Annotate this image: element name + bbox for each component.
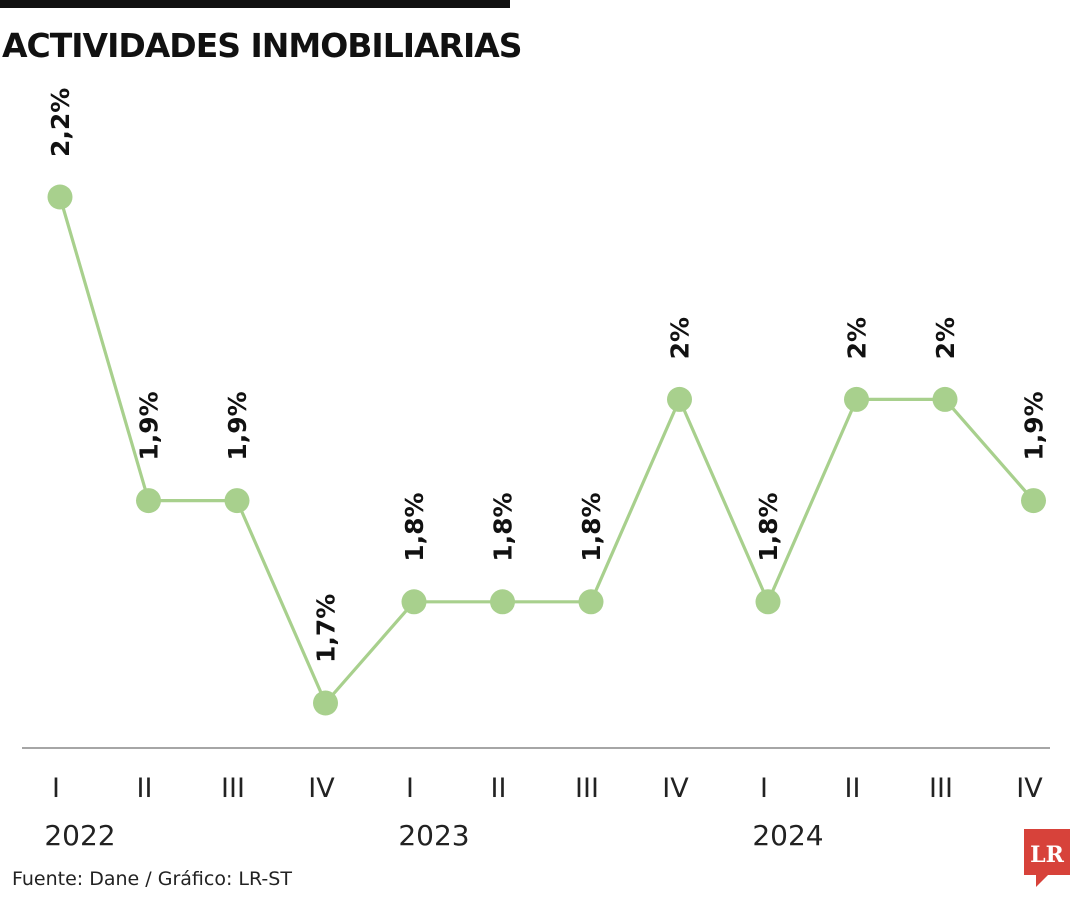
line-chart: 2,2% 1,9% 1,9% 1,7% 1,8% 1,8% 1,8% 2% 1,8% 2% 2% 1,… <box>22 88 1050 852</box>
data-point <box>1021 488 1046 514</box>
data-point <box>755 589 781 615</box>
x-tick-label: III <box>575 773 599 804</box>
data-point <box>844 386 869 412</box>
year-label: 2023 <box>398 819 469 852</box>
svg-text:LR: LR <box>1030 842 1064 868</box>
data-label: 1,8% <box>400 492 429 561</box>
data-point <box>136 488 161 514</box>
data-point <box>490 589 515 615</box>
data-label: 1,9% <box>223 391 252 460</box>
data-point <box>47 184 73 210</box>
data-label: 1,8% <box>577 492 606 561</box>
chart-title: ACTIVIDADES INMOBILIARIAS <box>2 26 523 65</box>
data-label: 2% <box>931 317 960 359</box>
data-label: 2,2% <box>46 88 75 157</box>
x-tick-label: III <box>221 773 245 804</box>
x-tick-label: II <box>137 773 153 804</box>
x-tick-label: II <box>491 773 507 804</box>
lr-logo: LR <box>1024 829 1070 887</box>
x-tick-label: I <box>760 773 768 804</box>
data-point <box>401 589 427 615</box>
year-label: 2022 <box>44 819 115 852</box>
data-label: 1,8% <box>489 492 518 561</box>
x-tick-label: IV <box>662 773 689 804</box>
data-point <box>932 386 958 412</box>
data-label: 1,9% <box>1020 391 1049 460</box>
top-rule <box>0 0 510 8</box>
data-label: 2% <box>666 317 695 359</box>
year-label: 2024 <box>752 819 823 852</box>
data-label: 1,7% <box>312 594 341 663</box>
x-tick-label: III <box>929 773 953 804</box>
data-point <box>578 589 604 615</box>
data-point <box>667 386 692 412</box>
source-note: Fuente: Dane / Gráfico: LR-ST <box>12 868 292 890</box>
data-point <box>313 690 338 716</box>
x-tick-label: IV <box>1016 773 1043 804</box>
x-tick-label: II <box>845 773 861 804</box>
x-tick-label: I <box>52 773 60 804</box>
x-tick-label: IV <box>308 773 335 804</box>
data-label: 1,9% <box>135 391 164 460</box>
series-line <box>58 195 1036 705</box>
data-point <box>224 488 250 514</box>
data-label: 2% <box>843 317 872 359</box>
x-tick-label: I <box>406 773 414 804</box>
data-label: 1,8% <box>754 492 783 561</box>
